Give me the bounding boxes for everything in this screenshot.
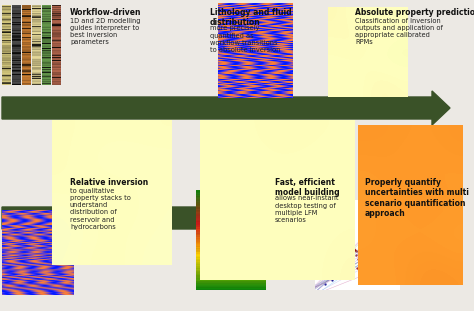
Text: Workflow-driven: Workflow-driven — [70, 8, 142, 17]
Text: 1D and 2D modelling
guides interpreter to
best inversion
parameters: 1D and 2D modelling guides interpreter t… — [70, 18, 140, 45]
FancyArrow shape — [2, 201, 450, 235]
Text: Classification of inversion
outputs and application of
appropriate calibrated
RP: Classification of inversion outputs and … — [355, 18, 443, 45]
Text: more precisely
quantified as
workflow transitions
to absolute inversion: more precisely quantified as workflow tr… — [210, 26, 281, 53]
Text: allows near-instant
desktop testing of
multiple LFM
scenarios: allows near-instant desktop testing of m… — [275, 195, 338, 223]
Text: to qualitative
property stacks to
understand
distribution of
reservoir and
hydro: to qualitative property stacks to unders… — [70, 188, 131, 230]
Text: Lithology and fluid
distribution: Lithology and fluid distribution — [210, 8, 292, 27]
Text: Fast, efficient
model building: Fast, efficient model building — [275, 178, 340, 197]
Text: Absolute property prediction: Absolute property prediction — [355, 8, 474, 17]
FancyArrow shape — [2, 91, 450, 125]
Text: Relative inversion: Relative inversion — [70, 178, 148, 187]
Text: Properly quantify
uncertainties with multi
scenario quantification
approach: Properly quantify uncertainties with mul… — [365, 178, 469, 218]
